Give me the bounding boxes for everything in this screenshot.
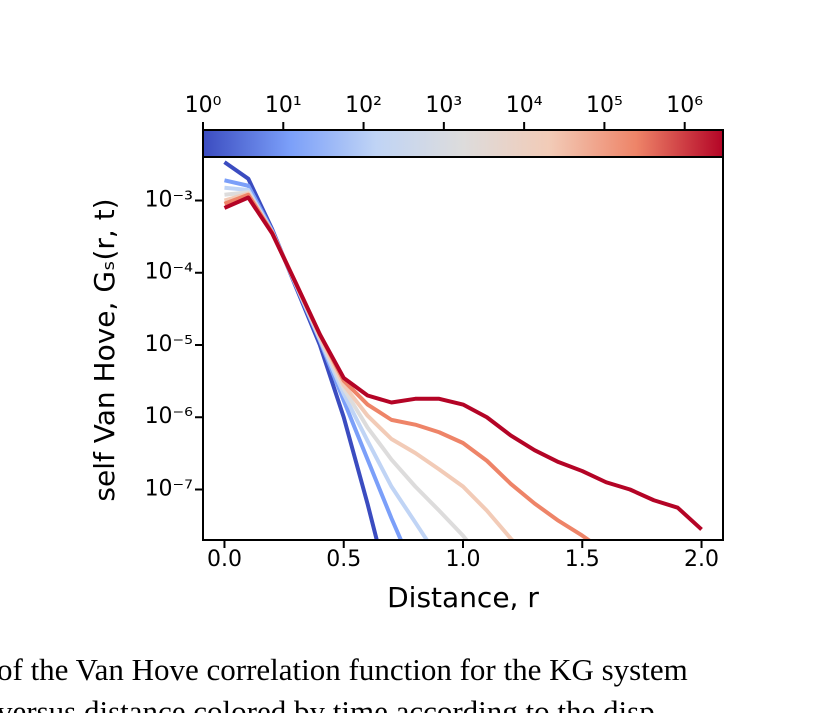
plot-area (223, 160, 703, 540)
series-line (224, 178, 404, 540)
series-line (223, 195, 703, 531)
x-axis-label: Distance, r (387, 581, 539, 614)
y-axis-label: self Van Hove, Gₛ(r, t) (88, 198, 121, 501)
colorbar-tick-label: 10² (345, 93, 382, 118)
y-tick-label: 10⁻⁷ (145, 476, 193, 501)
axes-frame (202, 156, 724, 541)
caption-line: versus distance colored by time accordin… (0, 694, 655, 713)
colorbar-tick-label: 10⁵ (586, 93, 623, 118)
series-line (223, 192, 593, 540)
y-tick-label: 10⁻⁴ (145, 260, 194, 285)
x-tick-label: 1.5 (565, 547, 600, 572)
y-tick-label: 10⁻⁶ (145, 404, 194, 429)
series-line (224, 190, 470, 540)
colorbar-tick-label: 10³ (425, 93, 462, 118)
x-tick-label: 0.5 (326, 547, 361, 572)
colorbar-tick-label: 10⁶ (666, 93, 703, 118)
series-line (223, 191, 515, 540)
colorbar-tick-label: 10⁰ (185, 93, 222, 118)
y-tick-label: 10⁻⁵ (145, 332, 193, 357)
colorbar-tick-label: 10¹ (265, 93, 302, 118)
caption-line: of the Van Hove correlation function for… (0, 652, 688, 687)
colorbar-tick-label: 10⁴ (506, 93, 543, 118)
x-tick-label: 0.0 (207, 547, 242, 572)
y-tick-label: 10⁻³ (145, 187, 193, 212)
x-tick-label: 1.0 (446, 547, 481, 572)
x-tick-label: 2.0 (684, 547, 719, 572)
colorbar (202, 129, 724, 158)
series-line (223, 160, 379, 540)
